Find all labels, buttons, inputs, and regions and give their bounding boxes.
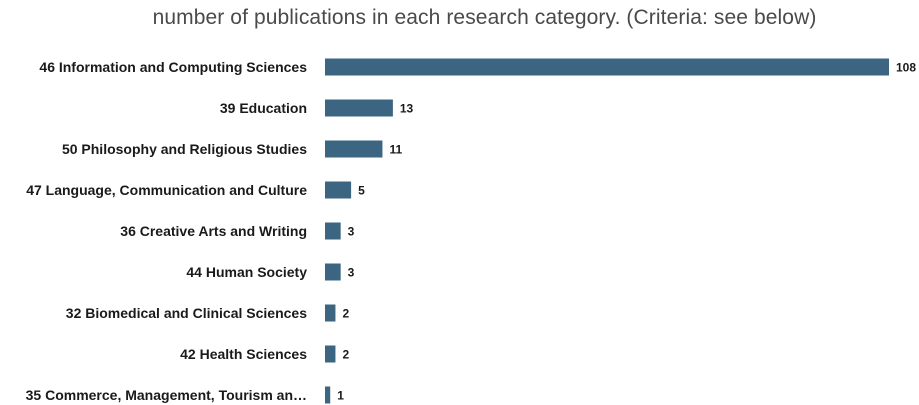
bar	[325, 99, 393, 117]
chart-title: number of publications in each research …	[152, 6, 817, 29]
value-label: 11	[389, 143, 402, 157]
value-label: 3	[348, 266, 355, 280]
bar	[325, 386, 331, 404]
bar	[325, 140, 383, 158]
category-label: 35 Commerce, Management, Tourism an…	[26, 387, 307, 403]
category-label: 39 Education	[220, 100, 307, 116]
category-label: 46 Information and Computing Sciences	[39, 59, 307, 75]
bar	[325, 304, 336, 322]
bar	[325, 58, 889, 76]
bar	[325, 181, 352, 199]
category-label: 36 Creative Arts and Writing	[120, 223, 307, 239]
category-label: 47 Language, Communication and Culture	[26, 182, 307, 198]
bar	[325, 222, 341, 240]
bar	[325, 345, 336, 363]
value-label: 5	[358, 184, 365, 198]
category-label: 44 Human Society	[186, 264, 307, 280]
value-label: 1	[337, 389, 344, 403]
value-label: 13	[400, 102, 414, 116]
value-label: 2	[342, 307, 349, 321]
category-label: 50 Philosophy and Religious Studies	[62, 141, 307, 157]
value-label: 2	[342, 348, 349, 362]
category-label: 32 Biomedical and Clinical Sciences	[66, 305, 307, 321]
value-label: 3	[348, 225, 355, 239]
category-label: 42 Health Sciences	[180, 346, 307, 362]
value-label: 108	[896, 61, 916, 75]
bar	[325, 263, 341, 281]
